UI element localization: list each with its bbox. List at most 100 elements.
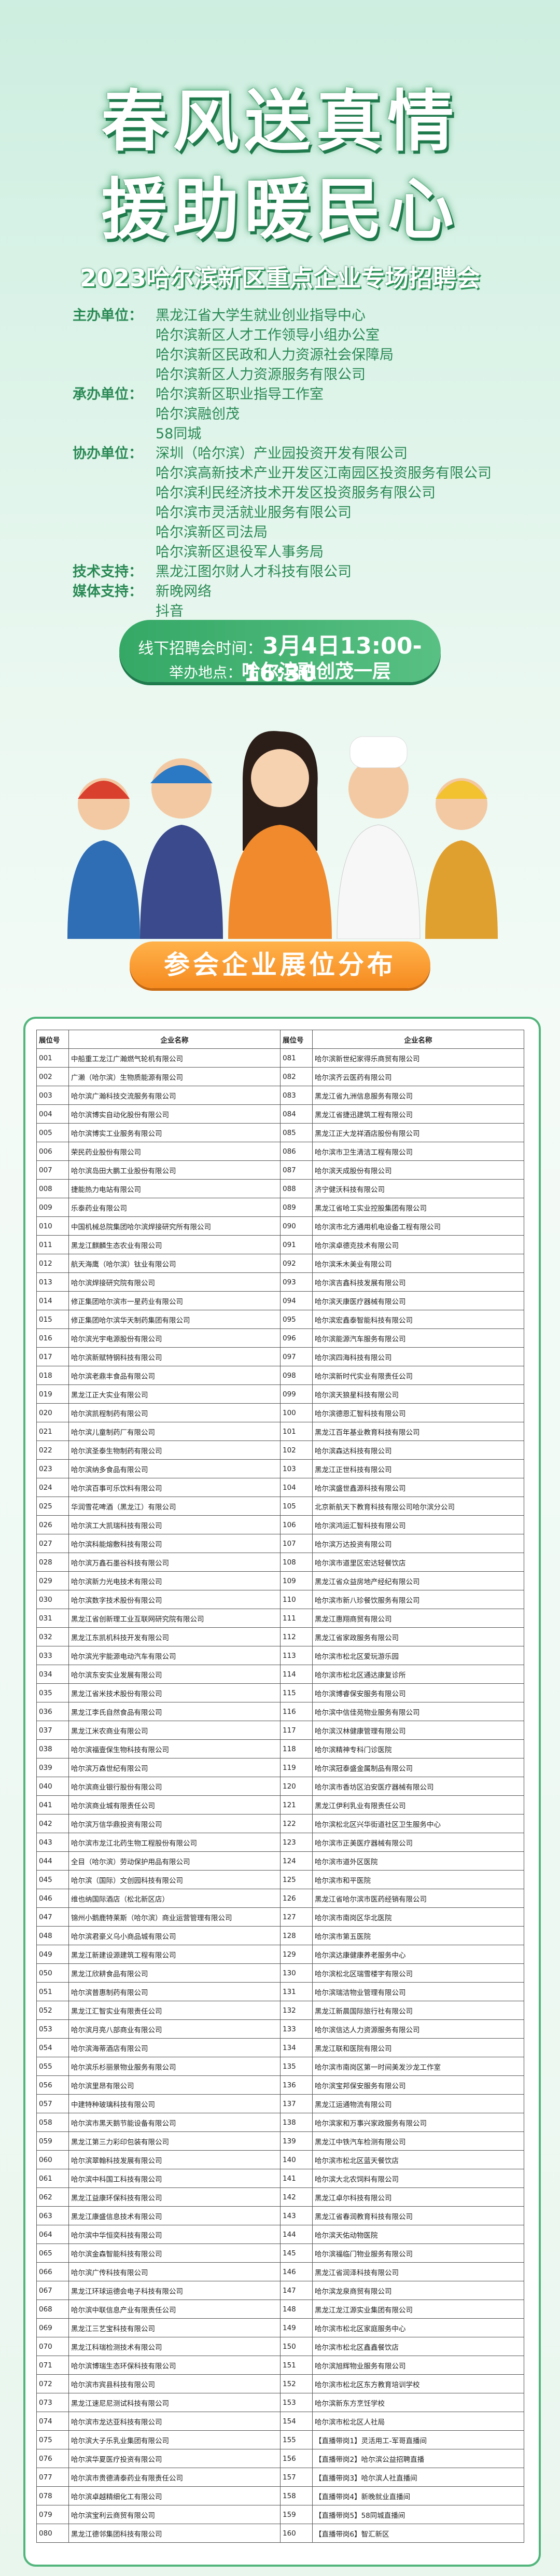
booth-number: 091 [280,1235,313,1254]
booth-number: 027 [36,1534,69,1553]
booth-number: 085 [280,1123,313,1142]
organizer-unit: 抖音 [156,603,184,619]
company-name: 哈尔滨博实自动化股份有限公司 [68,1104,281,1124]
table-row: 056 哈尔滨里昂有限公司 136 哈尔滨宝邦保安服务有限公司 [36,2075,524,2095]
company-name: 哈尔滨圣泰生物制药有限公司 [68,1441,281,1460]
booth-number: 088 [280,1179,313,1198]
booth-number: 158 [280,2486,313,2505]
company-name: 哈尔滨凯程制药有限公司 [68,1403,281,1422]
organizer-unit: 哈尔滨利民经济技术开发区投资服务有限公司 [156,485,436,501]
company-name: 哈尔滨新时代实业有限责任公司 [312,1366,524,1385]
table-row: 060 哈尔滨翠翰科技发展有限公司 140 哈尔滨市松北区蓝天餐饮店 [36,2150,524,2169]
table-row: 044 全目（哈尔滨）劳动保护用品有限公司 124 哈尔滨市道外区医院 [36,1851,524,1871]
booth-number: 090 [280,1216,313,1236]
booth-number: 083 [280,1086,313,1105]
company-name: 哈尔滨市松北区爱玩游乐园 [312,1646,524,1665]
company-name: 哈尔滨吉鑫科技发展有限公司 [312,1272,524,1292]
booth-number: 151 [280,2356,313,2375]
company-name: 哈尔滨百事可乐饮料有限公司 [68,1478,281,1497]
company-name: 哈尔滨市香坊区泊安医疗器械有限公司 [312,1777,524,1796]
booth-number: 111 [280,1609,313,1628]
company-name: 黑龙江龙江源实业集团有限公司 [312,2300,524,2319]
company-name: 哈尔滨冠泰盛金属制品有限公司 [312,1758,524,1777]
table-row: 031 黑龙江省创新理工业互联网研究院有限公司 111 黑龙江惠翔商贸有限公司 [36,1609,524,1628]
table-row: 048 哈尔滨君豪义乌小商品城有限公司 128 哈尔滨市第五医院 [36,1926,524,1945]
booth-number: 100 [280,1403,313,1422]
table-row: 047 锦州小鹅鹿特莱斯（哈尔滨）商业运营管理有限公司 127 哈尔滨市南岗区华北医院 [36,1907,524,1927]
table-row: 049 黑龙江新建设源建筑工程有限公司 129 哈尔滨达康健康养老服务中心 [36,1945,524,1964]
booth-number: 138 [280,2113,313,2132]
booth-number: 016 [36,1328,69,1348]
table-row: 070 黑龙江科瑞检测技术有限公司 150 哈尔滨市松北区鑫鑫餐饮店 [36,2337,524,2356]
company-name: 哈尔滨光宇能源电动汽车有限公司 [68,1646,281,1665]
booth-number: 143 [280,2206,313,2225]
table-row: 041 哈尔滨商业城有限责任公司 121 黑龙江伊利乳业有限责任公司 [36,1795,524,1815]
company-name: 哈尔滨市宾县科技有限公司 [68,2374,281,2393]
company-name: 哈尔滨金森智能科技有限公司 [68,2243,281,2263]
company-name: 黑龙江伊利乳业有限责任公司 [312,1795,524,1815]
organizer-row: 抖音 [73,602,529,621]
booth-number: 082 [280,1067,313,1086]
booth-number: 002 [36,1067,69,1086]
booth-number: 120 [280,1777,313,1796]
table-row: 058 哈尔滨市黑天鹅节能设备有限公司 138 哈尔滨家和万事兴家政服务有限公司 [36,2113,524,2132]
booth-number: 021 [36,1422,69,1441]
company-name: 哈尔滨大子乐乳业集团有限公司 [68,2430,281,2449]
booth-number: 073 [36,2393,69,2412]
table-row: 029 哈尔滨新力光电技术有限公司 109 黑龙江省众益房地产经纪有限公司 [36,1571,524,1590]
section-title: 参会企业展位分布 [130,941,430,988]
organizer-role [73,345,156,365]
booth-number: 059 [36,2131,69,2151]
organizer-unit: 黑龙江图尔财人才科技有限公司 [156,564,352,580]
company-name: 哈尔滨科能熔敷科技有限公司 [68,1534,281,1553]
booth-number: 089 [280,1198,313,1217]
company-name: 哈尔滨老鼎丰食品有限公司 [68,1366,281,1385]
table-row: 078 哈尔滨卓越精细化工有限公司 158 【直播带岗4】新晚就业直播间 [36,2486,524,2505]
company-name: 哈尔滨新东方烹饪学校 [312,2393,524,2412]
booth-number: 098 [280,1366,313,1385]
booth-number: 157 [280,2468,313,2487]
organizer-role [73,523,156,543]
booth-number: 087 [280,1160,313,1180]
booth-number: 046 [36,1889,69,1908]
organizer-row: 哈尔滨新区退役军人事务局 [73,543,529,562]
company-name: 乐泰药业有限公司 [68,1198,281,1217]
booth-number: 128 [280,1926,313,1945]
venue-label: 举办地点： [169,664,242,681]
worker [67,778,140,939]
column-header: 展位号 [280,1030,313,1049]
company-name: 哈尔滨市北方通用机电设备工程有限公司 [312,1216,524,1236]
company-name: 黑龙江联和医院有限公司 [312,2038,524,2057]
table-row: 003 哈尔滨广瀚科技交流服务有限公司 083 黑龙江省九洲信息服务有限公司 [36,1086,524,1105]
booth-number: 103 [280,1459,313,1478]
table-row: 012 航天海鹰（哈尔滨）钛业有限公司 092 哈尔滨禾木美业有限公司 [36,1254,524,1273]
booth-number: 148 [280,2300,313,2319]
booth-number: 004 [36,1104,69,1124]
booth-number: 092 [280,1254,313,1273]
booth-number: 013 [36,1272,69,1292]
company-name: 黑龙江麒麟生态农业有限公司 [68,1235,281,1254]
table-row: 069 黑龙江三艺宝科技有限公司 149 哈尔滨市松北区家庭服务中心 [36,2318,524,2337]
company-name: 哈尔滨大北农饲料有限公司 [312,2169,524,2188]
worker [228,731,332,939]
booth-number: 123 [280,1833,313,1852]
booth-number: 043 [36,1833,69,1852]
table-row: 013 哈尔滨焊接研究院有限公司 093 哈尔滨吉鑫科技发展有限公司 [36,1272,524,1292]
company-name: 哈尔滨市道外区医院 [312,1851,524,1871]
company-name: 哈尔滨万森世纪有限公司 [68,1758,281,1777]
time: 3月4日13:00-16:30 [243,633,422,687]
booth-number: 003 [36,1086,69,1105]
company-name: 黑龙江康盛信息技术有限公司 [68,2206,281,2225]
organizer-row: 媒体支持： 新晚网络 [73,582,529,602]
table-row: 009 乐泰药业有限公司 089 黑龙江省哈工实业控股集团有限公司 [36,1198,524,1217]
company-name: 哈尔滨市松北区家庭服务中心 [312,2318,524,2337]
table-row: 027 哈尔滨科能熔敷科技有限公司 107 哈尔滨万达投资有限公司 [36,1534,524,1553]
organizer-row: 哈尔滨新区司法局 [73,523,529,543]
booth-number: 126 [280,1889,313,1908]
booth-number: 074 [36,2412,69,2431]
company-name: 广濑（哈尔滨）生物质能源有限公司 [68,1067,281,1086]
table-row: 023 哈尔滨纳多食品有限公司 103 黑龙江正世科技有限公司 [36,1459,524,1478]
company-name: 黑龙江省众益房地产经纪有限公司 [312,1571,524,1590]
company-name: 中建特种玻璃科技有限公司 [68,2094,281,2113]
organizer-row: 主办单位： 黑龙江省大学生就业创业指导中心 [73,306,529,326]
